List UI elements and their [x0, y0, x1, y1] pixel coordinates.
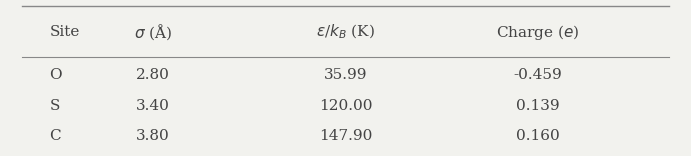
Text: 0.160: 0.160 — [516, 129, 560, 143]
Text: 120.00: 120.00 — [319, 99, 372, 113]
Text: 3.80: 3.80 — [136, 129, 170, 143]
Text: C: C — [50, 129, 61, 143]
Text: 147.90: 147.90 — [319, 129, 372, 143]
Text: 0.139: 0.139 — [516, 99, 560, 113]
Text: 2.80: 2.80 — [136, 68, 170, 82]
Text: Site: Site — [50, 25, 80, 39]
Text: -0.459: -0.459 — [514, 68, 562, 82]
Text: O: O — [50, 68, 62, 82]
Text: $\varepsilon$/$k_B$ (K): $\varepsilon$/$k_B$ (K) — [316, 23, 375, 41]
Text: 3.40: 3.40 — [136, 99, 170, 113]
Text: Charge ($e$): Charge ($e$) — [496, 22, 580, 41]
Text: $\sigma$ (Å): $\sigma$ (Å) — [133, 22, 172, 42]
Text: S: S — [50, 99, 60, 113]
Text: 35.99: 35.99 — [324, 68, 367, 82]
